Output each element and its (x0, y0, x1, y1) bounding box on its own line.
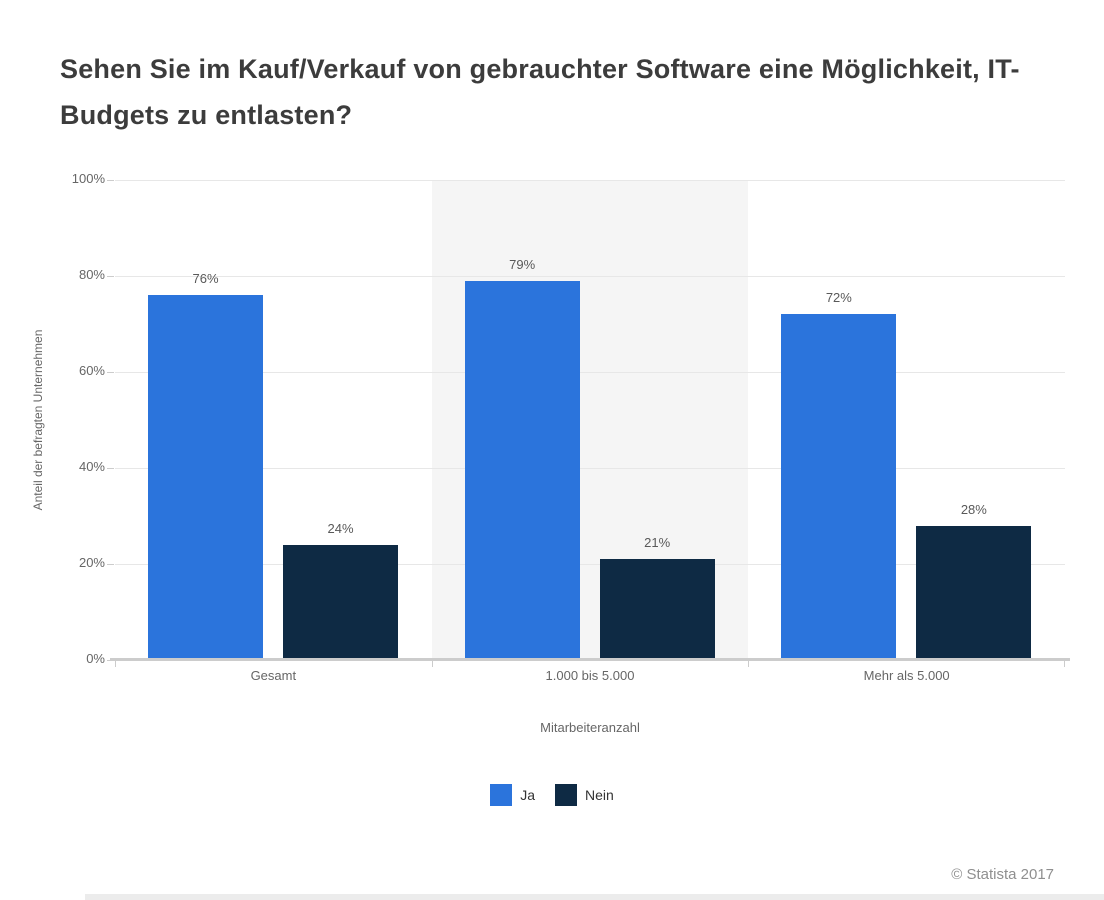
legend-item-nein[interactable]: Nein (555, 784, 614, 806)
bar-nein-1-000-bis-5-000[interactable] (599, 559, 715, 660)
y-tick-label: 20% (78, 555, 105, 570)
plot-area: 76% 79% 72% 24% 21% 28% (107, 180, 1065, 667)
bar-value-label: 76% (192, 271, 219, 287)
gridline (115, 564, 1065, 565)
x-tick-mark (748, 660, 750, 667)
x-tick-mark (115, 660, 116, 667)
x-category-label-1-000-bis-5-000: 1.000 bis 5.000 (545, 668, 635, 683)
x-tick-mark (431, 660, 433, 667)
x-tick-mark (1064, 660, 1065, 667)
gridline (115, 372, 1065, 373)
bar-ja-mehr-als-5-000[interactable] (781, 314, 897, 660)
gridline (115, 468, 1065, 469)
y-tick-label: 100% (71, 171, 105, 186)
x-axis-labels: Gesamt 1.000 bis 5.000 Mehr als 5.000 (115, 668, 1065, 688)
y-axis-title: Anteil der befragten Unternehmen (31, 329, 45, 511)
bar-nein-mehr-als-5-000[interactable] (916, 525, 1032, 660)
bottom-edge-strip (85, 894, 1104, 900)
y-tick-mark (107, 372, 114, 373)
x-axis-title: Mitarbeiteranzahl (540, 720, 640, 735)
legend-swatch-ja (490, 784, 513, 806)
bar-ja-gesamt[interactable] (148, 295, 263, 660)
y-tick-label: 0% (86, 651, 105, 666)
legend-swatch-nein (555, 784, 577, 806)
bar-value-label: 24% (327, 520, 354, 536)
legend-label-nein: Nein (585, 787, 614, 803)
bar-nein-gesamt[interactable] (283, 544, 398, 660)
bar-value-label: 21% (644, 535, 671, 551)
y-tick-mark (107, 468, 114, 469)
y-tick-mark (107, 564, 114, 565)
y-tick-mark (107, 180, 114, 181)
bar-value-label: 79% (509, 256, 536, 272)
y-tick-label: 40% (78, 459, 105, 474)
legend-item-ja[interactable]: Ja (490, 784, 535, 806)
bar-value-label: 72% (825, 290, 852, 306)
x-axis-line (110, 658, 1070, 661)
gridline (115, 276, 1065, 277)
y-tick-label: 80% (78, 267, 105, 282)
chart-title: Sehen Sie im Kauf/Verkauf von gebrauchte… (60, 54, 1020, 131)
y-tick-label: 60% (78, 363, 105, 378)
y-tick-mark (107, 276, 114, 277)
x-category-label-mehr-als-5-000: Mehr als 5.000 (863, 668, 950, 683)
x-category-label-gesamt: Gesamt (250, 668, 297, 683)
legend: Ja Nein (0, 784, 1104, 806)
bar-value-label: 28% (960, 501, 987, 517)
bar-ja-1-000-bis-5-000[interactable] (464, 280, 580, 660)
legend-label-ja: Ja (520, 787, 535, 803)
gridline (115, 180, 1065, 181)
copyright-text: © Statista 2017 (951, 866, 1054, 883)
